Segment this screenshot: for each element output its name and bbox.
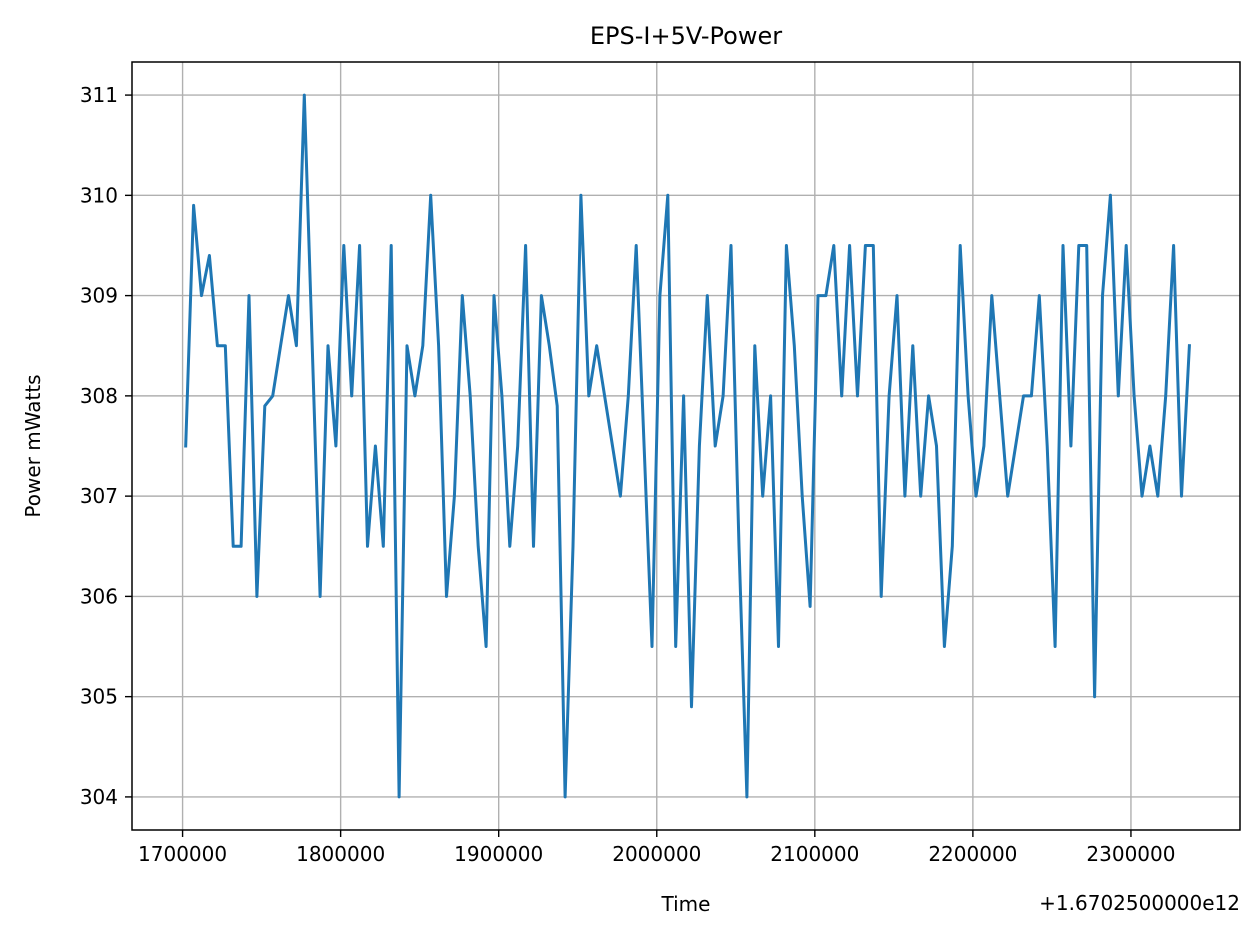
y-tick-label: 304: [80, 785, 118, 809]
x-tick-label: 2000000: [612, 842, 701, 866]
plot-frame: [131, 61, 1241, 831]
x-axis-label: Time: [661, 892, 711, 916]
x-tick-label: 1700000: [138, 842, 227, 866]
y-tick-label: 311: [80, 83, 118, 107]
chart-title: EPS-I+5V-Power: [590, 22, 782, 50]
ticks: 1700000 1800000 1900000 2000000 2100000 22000…: [80, 83, 1176, 866]
y-tick-label: 305: [80, 685, 118, 709]
series-group: [184, 93, 1191, 799]
x-axis-offset-label: +1.6702500000e12: [1039, 891, 1240, 915]
y-tick-label: 307: [80, 484, 118, 508]
y-tick-label: 306: [80, 584, 118, 608]
x-tick-label: 1800000: [296, 842, 385, 866]
y-tick-label: 308: [80, 384, 118, 408]
y-axis-label: Power mWatts: [21, 374, 45, 517]
y-tick-label: 309: [80, 284, 118, 308]
x-tick-label: 2200000: [928, 842, 1017, 866]
x-tick-label: 1900000: [454, 842, 543, 866]
x-tick-label: 2300000: [1086, 842, 1175, 866]
x-tick-label: 2100000: [770, 842, 859, 866]
series-line: [184, 93, 1191, 799]
y-tick-label: 310: [80, 183, 118, 207]
